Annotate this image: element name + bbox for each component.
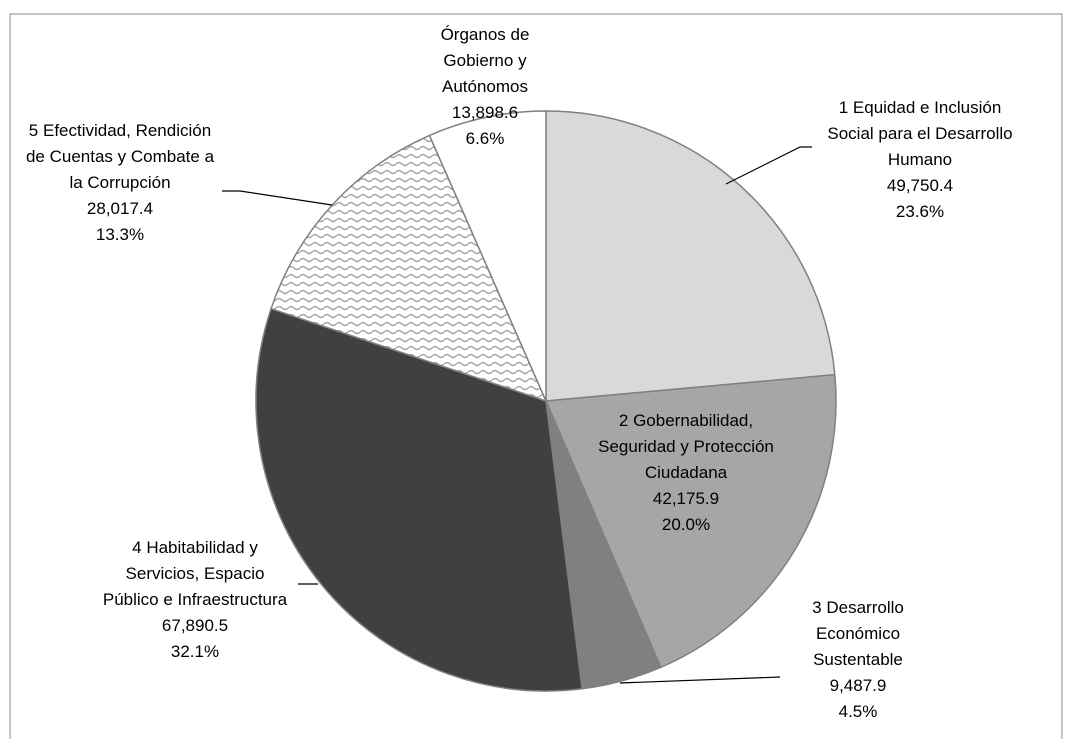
frame — [9, 13, 1063, 739]
leader-line — [222, 190, 333, 206]
label-name: 2 Gobernabilidad, Seguridad y Protección… — [598, 411, 774, 482]
label-percent: 23.6% — [895, 202, 945, 221]
label-value: 67,890.5 — [161, 616, 229, 635]
label-value: 28,017.4 — [86, 199, 154, 218]
label-name: 3 Desarrollo Económico Sustentable — [812, 598, 904, 669]
label-value: 9,487.9 — [829, 676, 887, 695]
leader-line — [619, 676, 781, 684]
pie-slice — [270, 134, 548, 403]
label-percent: 13.3% — [95, 225, 145, 244]
label-name: Órganos de Gobierno y Autónomos — [440, 25, 530, 96]
label-name: 5 Efectividad, Rendición de Cuentas y Co… — [25, 121, 215, 192]
label-percent: 6.6% — [465, 129, 505, 148]
label-percent: 20.0% — [661, 515, 711, 534]
leader-lines — [222, 146, 812, 684]
label-name: 1 Equidad e Inclusión Social para el Des… — [827, 98, 1013, 169]
label-name: 4 Habitabilidad y Servicios, Espacio Púb… — [102, 538, 288, 609]
label-value: 13,898.6 — [451, 103, 519, 122]
label-percent: 4.5% — [838, 702, 878, 721]
pie-slice — [255, 307, 583, 692]
leader-line — [725, 146, 812, 185]
label-value: 49,750.4 — [886, 176, 954, 195]
label-value: 42,175.9 — [652, 489, 720, 508]
pie-slice — [428, 110, 547, 402]
data-label: Órganos de Gobierno y Autónomos 13,898.6 6… — [410, 22, 560, 152]
data-label: 1 Equidad e Inclusión Social para el Des… — [820, 95, 1020, 225]
label-percent: 32.1% — [170, 642, 220, 661]
data-label: 3 Desarrollo Económico Sustentable 9,487.… — [778, 595, 938, 725]
data-label: 4 Habitabilidad y Servicios, Espacio Púb… — [100, 535, 290, 665]
data-label: 5 Efectividad, Rendición de Cuentas y Co… — [20, 118, 220, 248]
pie-slice — [544, 373, 837, 669]
data-label: 2 Gobernabilidad, Seguridad y Protección… — [586, 408, 786, 538]
pie-slice — [545, 110, 836, 402]
